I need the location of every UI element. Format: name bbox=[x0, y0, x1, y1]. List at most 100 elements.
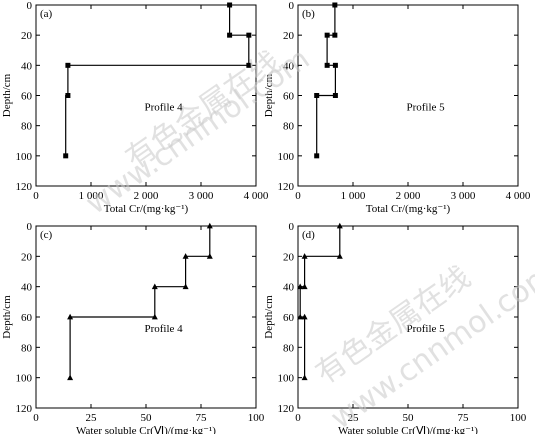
y-tick-label: 100 bbox=[16, 373, 33, 385]
data-point-triangle bbox=[297, 313, 304, 320]
y-tick-label: 20 bbox=[283, 30, 295, 42]
y-tick-label: 60 bbox=[283, 312, 295, 324]
x-axis-label: Water soluble Cr(Ⅵ)/(mg·kg⁻¹) bbox=[338, 425, 478, 434]
chart-panel-a: 0 1 000 2 000 3 000 4 000 0 20 40 60 80 100 120 Tota… bbox=[1, 0, 269, 215]
y-tick-label: 60 bbox=[283, 91, 295, 103]
y-tick-label: 100 bbox=[16, 151, 33, 163]
y-tick-label: 40 bbox=[21, 282, 33, 294]
data-point-triangle bbox=[301, 283, 308, 290]
y-tick-label: 40 bbox=[283, 60, 295, 72]
x-tick-label: 100 bbox=[510, 412, 527, 424]
panel-label: (d) bbox=[302, 229, 315, 241]
y-axis-label: Depth/cm bbox=[263, 295, 275, 339]
y-axis-label: Depth/cm bbox=[1, 295, 13, 339]
profile-annotation: Profile 5 bbox=[406, 323, 445, 335]
x-tick-label: 75 bbox=[458, 412, 470, 424]
data-point-square bbox=[332, 32, 338, 38]
x-tick-label: 0 bbox=[33, 412, 39, 424]
x-tick-label: 25 bbox=[86, 412, 98, 424]
data-point-square bbox=[332, 62, 338, 68]
x-axis-label: Total Cr/(mg·kg⁻¹) bbox=[104, 203, 189, 215]
data-point-square bbox=[63, 153, 69, 159]
y-tick-label: 120 bbox=[278, 403, 295, 415]
x-tick-label: 4 000 bbox=[506, 190, 531, 202]
x-tick-label: 75 bbox=[196, 412, 208, 424]
x-tick-label: 100 bbox=[248, 412, 265, 424]
x-axis-label: Water soluble Cr(Ⅵ)/(mg·kg⁻¹) bbox=[76, 425, 216, 434]
data-point-triangle bbox=[336, 222, 343, 229]
x-axis-label: Total Cr/(mg·kg⁻¹) bbox=[366, 203, 451, 215]
x-tick-label: 0 bbox=[295, 190, 301, 202]
y-tick-label: 60 bbox=[21, 312, 33, 324]
data-point-square bbox=[324, 32, 330, 38]
y-tick-label: 100 bbox=[278, 373, 295, 385]
chart-panel-c: 0 25 50 75 100 0 20 40 60 80 100 120 Water soluble C… bbox=[1, 221, 265, 434]
y-tick-label: 40 bbox=[21, 60, 33, 72]
y-tick-label: 0 bbox=[289, 0, 295, 12]
data-point-triangle bbox=[297, 283, 304, 290]
data-point-square bbox=[332, 93, 338, 98]
data-point-triangle bbox=[206, 222, 213, 229]
data-point-square bbox=[246, 62, 252, 68]
y-axis-label: Depth/cm bbox=[1, 73, 13, 117]
data-point-square bbox=[324, 62, 330, 68]
data-point-triangle bbox=[182, 283, 189, 290]
x-tick-label: 1 000 bbox=[79, 190, 104, 202]
y-tick-label: 80 bbox=[283, 342, 295, 354]
chart-panel-d: 0 25 50 75 100 0 20 40 60 80 100 120 Water soluble C… bbox=[263, 221, 527, 434]
y-tick-label: 100 bbox=[278, 151, 295, 163]
x-tick-label: 4 000 bbox=[244, 190, 269, 202]
data-point-triangle bbox=[301, 253, 308, 259]
panel-label: (c) bbox=[40, 229, 53, 241]
data-point-triangle bbox=[67, 374, 74, 381]
series-line bbox=[69, 226, 211, 378]
data-point-triangle bbox=[301, 313, 308, 320]
panel-label: (a) bbox=[40, 8, 53, 20]
x-tick-label: 0 bbox=[33, 190, 39, 202]
x-tick-label: 3 000 bbox=[451, 190, 476, 202]
y-tick-label: 0 bbox=[27, 221, 33, 233]
data-point-square bbox=[314, 153, 320, 159]
data-point-square bbox=[246, 32, 252, 38]
y-tick-label: 20 bbox=[21, 251, 33, 263]
y-tick-label: 20 bbox=[21, 30, 33, 42]
x-tick-label: 1 000 bbox=[341, 190, 366, 202]
panel-label: (b) bbox=[302, 8, 315, 20]
y-tick-label: 120 bbox=[16, 181, 33, 193]
data-point-triangle bbox=[151, 313, 158, 320]
data-point-triangle bbox=[151, 283, 158, 290]
y-tick-label: 40 bbox=[283, 282, 295, 294]
data-point-triangle bbox=[67, 313, 74, 320]
x-tick-label: 50 bbox=[403, 412, 415, 424]
y-tick-label: 120 bbox=[278, 181, 295, 193]
profile-annotation: Profile 4 bbox=[144, 102, 183, 114]
data-point-triangle bbox=[301, 374, 308, 381]
x-tick-label: 50 bbox=[141, 412, 153, 424]
y-tick-label: 0 bbox=[289, 221, 295, 233]
data-point-square bbox=[65, 93, 71, 98]
data-point-square bbox=[227, 2, 233, 8]
x-tick-label: 0 bbox=[295, 412, 301, 424]
data-point-square bbox=[227, 32, 233, 38]
data-point-square bbox=[314, 93, 320, 98]
data-point-square bbox=[65, 62, 71, 68]
data-point-square bbox=[332, 2, 338, 8]
data-point-triangle bbox=[182, 253, 189, 259]
x-tick-label: 2 000 bbox=[134, 190, 159, 202]
y-axis-label: Depth/cm bbox=[263, 73, 275, 117]
chart-panel-b: 0 1 000 2 000 3 000 4 000 0 20 40 60 80 100 120 Tota… bbox=[263, 0, 531, 215]
y-tick-label: 20 bbox=[283, 251, 295, 263]
x-tick-label: 25 bbox=[348, 412, 360, 424]
y-tick-label: 80 bbox=[21, 121, 33, 133]
x-tick-label: 3 000 bbox=[189, 190, 214, 202]
y-tick-label: 120 bbox=[16, 403, 33, 415]
series-line bbox=[316, 5, 336, 156]
profile-annotation: Profile 4 bbox=[144, 323, 183, 335]
data-point-triangle bbox=[206, 253, 213, 259]
data-point-triangle bbox=[336, 253, 343, 259]
x-tick-label: 2 000 bbox=[396, 190, 421, 202]
y-tick-label: 80 bbox=[21, 342, 33, 354]
y-tick-label: 60 bbox=[21, 91, 33, 103]
